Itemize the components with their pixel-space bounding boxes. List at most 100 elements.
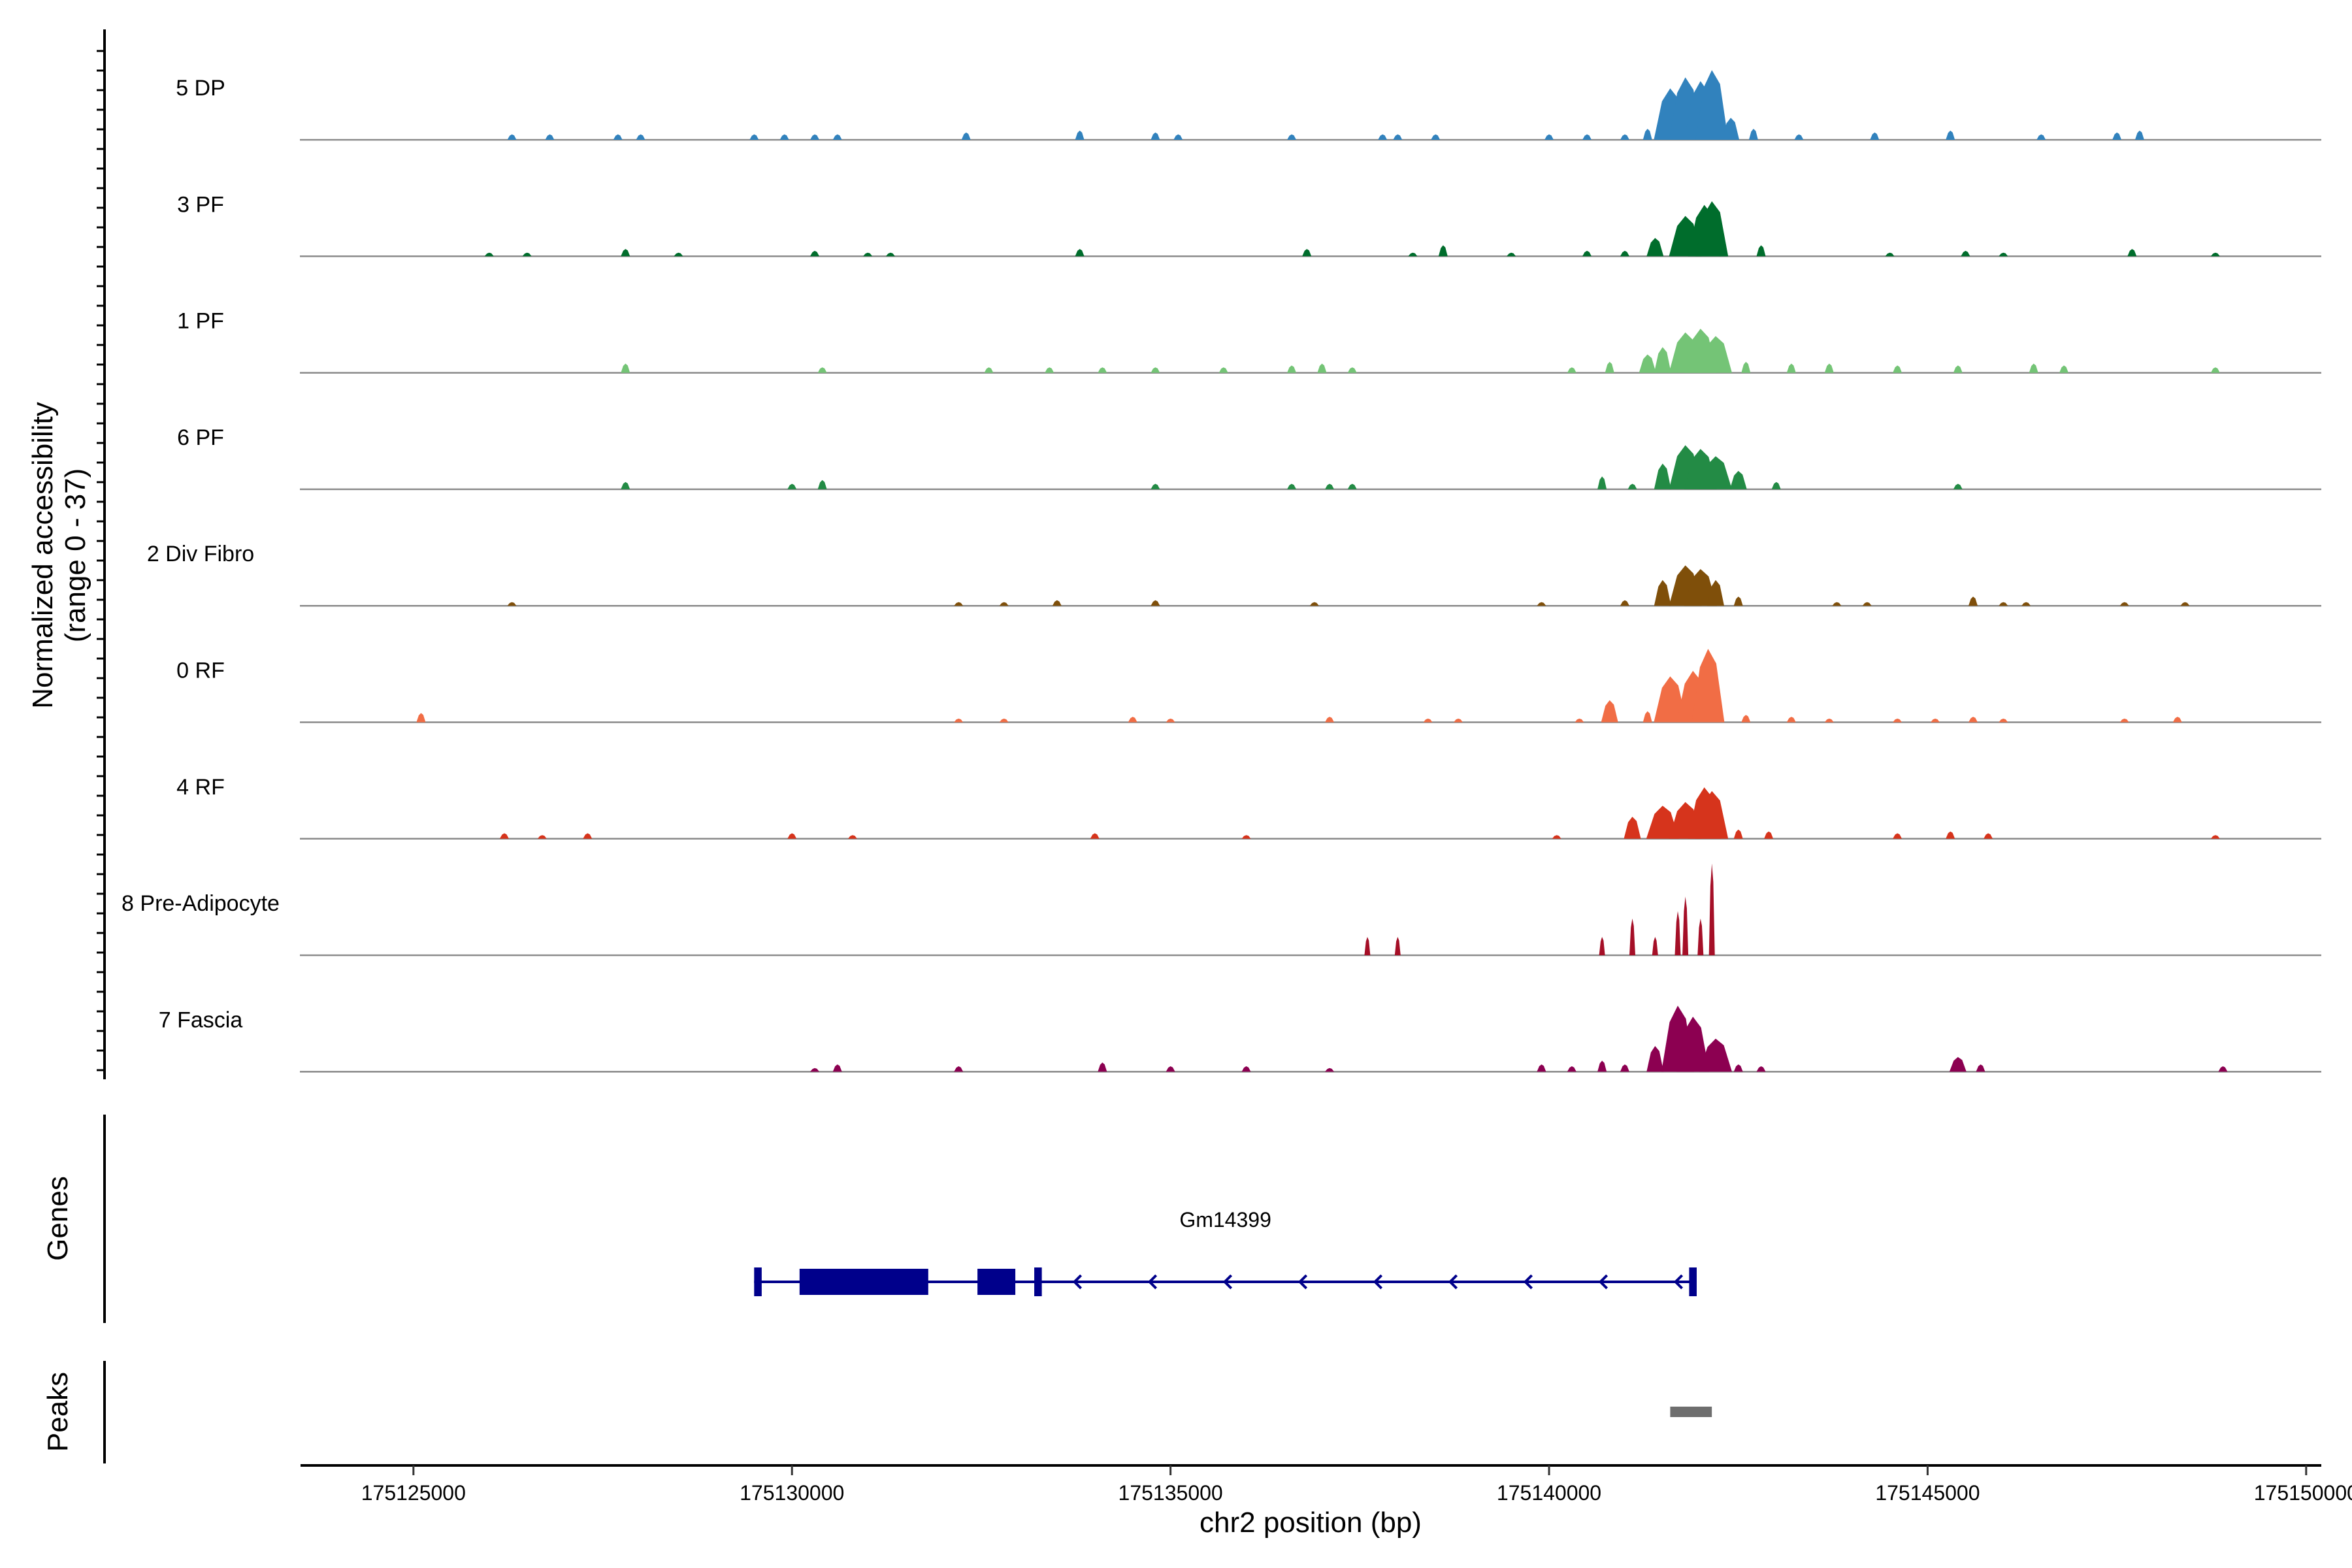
coverage-peak	[847, 835, 857, 839]
coverage-peak	[1378, 134, 1388, 140]
coverage-track: 3 PF	[177, 192, 2321, 257]
coverage-peak	[1597, 1060, 1607, 1072]
coverage-peak	[1870, 132, 1880, 140]
track-label: 6 PF	[177, 425, 224, 450]
coverage-peak	[1567, 367, 1576, 373]
coverage-peak	[1654, 580, 1671, 606]
coverage-tracks: 5 DP 3 PF 1 PF 6 PF 2 Div Fibro 0 RF 4 RF 8 Pre…	[122, 70, 2321, 1073]
coverage-peak	[507, 602, 517, 606]
x-ticks: 175125000 175130000 175135000 175140000 1751…	[361, 1465, 2352, 1505]
coverage-peak	[2036, 134, 2046, 140]
coverage-peak	[1098, 367, 1107, 373]
strand-arrow	[1147, 1274, 1158, 1290]
coverage-peak	[2021, 602, 2031, 606]
coverage-peak	[1309, 602, 1319, 606]
coverage-peak	[1824, 363, 1834, 373]
coverage-peak	[1682, 896, 1689, 956]
coverage-peak	[1537, 602, 1546, 606]
coverage-peak	[1620, 1064, 1629, 1072]
coverage-peak	[1601, 700, 1618, 723]
peak-region	[1670, 1407, 1712, 1417]
coverage-peak	[1832, 602, 1842, 606]
coverage-peak	[1599, 937, 1605, 956]
coverage-peak	[1764, 831, 1774, 839]
coverage-peak	[1394, 937, 1401, 956]
coverage-peak	[1708, 863, 1715, 956]
coverage-peak	[2029, 363, 2038, 373]
coverage-peak	[1627, 483, 1637, 489]
coverage-peak	[1544, 134, 1554, 140]
coverage-peak	[545, 134, 555, 140]
x-axis: 175125000 175130000 175135000 175140000 1751…	[301, 1464, 2352, 1539]
coverage-peak	[1697, 918, 1704, 956]
coverage-peak	[1166, 718, 1175, 723]
coverage-peak	[1707, 580, 1724, 606]
coverage-peak	[1893, 833, 1903, 839]
coverage-peak	[2218, 1066, 2228, 1072]
coverage-peak	[2059, 365, 2068, 373]
coverage-peak	[1646, 806, 1679, 839]
strand-arrow	[1673, 1274, 1684, 1290]
track-label: 3 PF	[177, 192, 224, 217]
coverage-peak	[499, 833, 509, 839]
track-label: 1 PF	[177, 309, 224, 334]
coverage-peak	[1575, 718, 1584, 723]
coverage-peak	[787, 483, 797, 489]
coverage-peak	[1824, 718, 1834, 723]
peaks-panel: Peaks	[42, 1361, 1712, 1463]
gene-name-label: Gm14399	[1179, 1208, 1271, 1232]
coverage-peak	[961, 132, 971, 140]
coverage-peak	[1151, 367, 1160, 373]
coverage-peak	[1961, 250, 1970, 257]
coverage-y-axis	[97, 29, 106, 1079]
coverage-peak	[1741, 715, 1751, 723]
x-tick-label: 175135000	[1119, 1481, 1223, 1505]
y-axis-range: (range 0 - 37)	[59, 468, 91, 643]
strand-arrow	[1448, 1274, 1458, 1290]
coverage-peak	[1794, 134, 1804, 140]
coverage-peak	[1946, 130, 1955, 140]
genes-panel-label: Genes	[42, 1176, 74, 1261]
coverage-track: 6 PF	[177, 425, 2321, 491]
coverage-peak	[1786, 717, 1796, 723]
coverage-peak	[2112, 132, 2122, 140]
coverage-peak	[484, 252, 494, 257]
coverage-peak	[863, 252, 873, 257]
coverage-peak	[1597, 476, 1607, 489]
coverage-peak	[1718, 247, 1728, 257]
coverage-peak	[1075, 249, 1085, 257]
track-label: 5 DP	[176, 76, 225, 101]
coverage-peak	[1347, 483, 1357, 489]
coverage-peak	[1953, 365, 1963, 373]
coverage-peak	[583, 833, 593, 839]
coverage-peak	[1771, 482, 1781, 489]
gene-exon	[1689, 1267, 1697, 1296]
coverage-peak	[1646, 1046, 1664, 1072]
gene-exon	[1034, 1267, 1042, 1296]
track-label: 8 Pre-Adipocyte	[122, 891, 280, 916]
coverage-peak	[1654, 347, 1671, 373]
track-label: 2 Div Fibro	[147, 542, 254, 566]
coverage-peak	[1654, 463, 1671, 489]
coverage-peak	[1173, 134, 1183, 140]
coverage-peak	[2119, 718, 2129, 723]
strand-arrow	[1598, 1274, 1609, 1290]
x-tick-label: 175125000	[361, 1481, 466, 1505]
coverage-peak	[1098, 1062, 1107, 1072]
coverage-peak	[1567, 1066, 1576, 1072]
coverage-peak	[1741, 361, 1751, 373]
coverage-peak	[1537, 1064, 1546, 1072]
coverage-track: 8 Pre-Adipocyte	[122, 863, 2321, 956]
coverage-peak	[1325, 717, 1334, 723]
coverage-peak	[1241, 835, 1251, 839]
strand-arrow	[1523, 1274, 1533, 1290]
coverage-peak	[1317, 363, 1327, 373]
coverage-peak	[1629, 918, 1635, 956]
coverage-peak	[613, 134, 623, 140]
coverage-peak	[537, 835, 547, 839]
coverage-peak	[507, 134, 517, 140]
coverage-peak	[1642, 711, 1652, 723]
coverage-peak	[1408, 252, 1418, 257]
coverage-y-ticks	[97, 50, 105, 1071]
coverage-peak	[1287, 365, 1296, 373]
